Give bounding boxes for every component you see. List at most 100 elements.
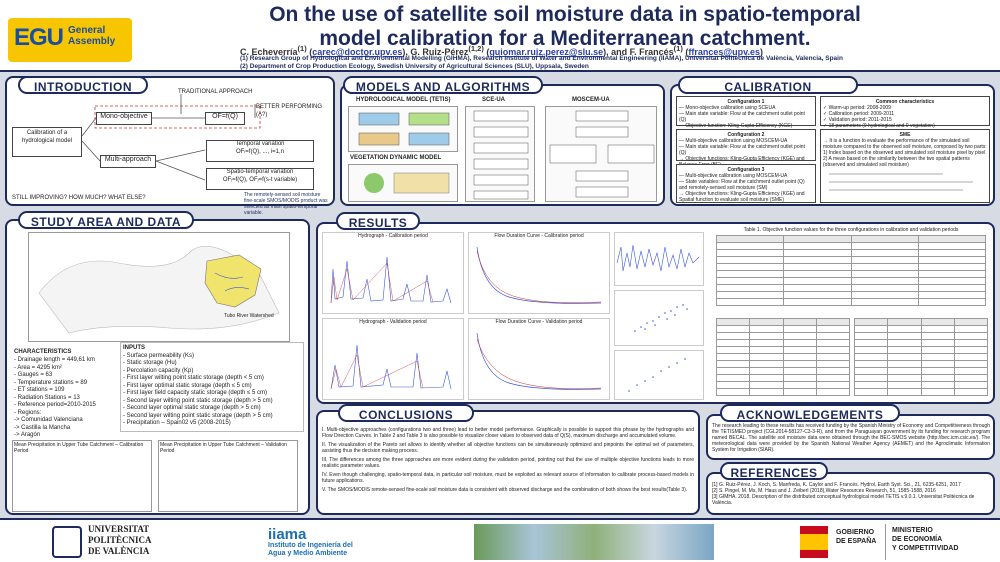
common-characteristics-title: Common characteristics bbox=[875, 99, 935, 105]
acknowledgements-heading: ACKNOWLEDGEMENTS bbox=[720, 404, 900, 422]
models-heading: MODELS AND ALGORITHMS bbox=[343, 76, 543, 94]
table-cell bbox=[783, 284, 852, 292]
table-cell bbox=[920, 360, 955, 368]
egu-logo-sub2: Assembly bbox=[68, 36, 116, 47]
table-cell bbox=[715, 367, 751, 375]
scatter-comparison-plot bbox=[614, 350, 704, 400]
author-1-email-link[interactable]: carec@doctor.upv.es bbox=[312, 47, 403, 57]
table-row bbox=[853, 388, 989, 396]
affiliation-1: (1) Research Group of Hydrological and E… bbox=[240, 55, 843, 62]
list-item: - Radiation Stations = 13 bbox=[14, 394, 80, 401]
hydrograph-calibration-plot: Hydrograph - Calibration period bbox=[322, 232, 464, 314]
table-cell bbox=[783, 270, 852, 278]
list-item: II. The visualization of the Pareto set … bbox=[322, 442, 694, 454]
table-cell bbox=[953, 381, 989, 389]
table-cell bbox=[917, 284, 987, 292]
table-cell bbox=[953, 346, 989, 354]
ministerio-line-2: DE ECONOMÍA bbox=[892, 536, 943, 543]
footer-divider bbox=[885, 524, 886, 560]
list-item: — Mono-objective calibration using SCEUA bbox=[679, 105, 776, 111]
hydrograph-calibration-title: Hydrograph - Calibration period bbox=[358, 233, 428, 239]
gimha-photo-banner bbox=[474, 524, 714, 560]
author-3-email-link[interactable]: ffrances@upv.es bbox=[688, 47, 760, 57]
table-cell bbox=[850, 235, 919, 243]
list-item: - ET stations = 109 bbox=[14, 387, 65, 393]
iiama-subtitle: Instituto de Ingeniería del Agua y Medio… bbox=[268, 542, 353, 558]
table-cell bbox=[749, 367, 784, 375]
table-cell bbox=[783, 263, 852, 271]
precip-map-calibration: Mean Precipitation in Upper Tube Catchme… bbox=[12, 440, 152, 512]
table-cell bbox=[887, 367, 922, 375]
flow-duration-calibration-title: Flow Duration Curve - Calibration period bbox=[494, 233, 584, 239]
list-item: 2) A mean based on the similarity betwee… bbox=[823, 156, 970, 168]
table-cell bbox=[887, 339, 922, 347]
table-cell bbox=[917, 235, 987, 243]
table-cell bbox=[815, 374, 851, 382]
list-item: - Reference period=2010-2015 bbox=[14, 402, 96, 408]
intro-arrows bbox=[81, 94, 261, 181]
table-cell bbox=[782, 367, 817, 375]
list-item: — Main state variable: Flow at the catch… bbox=[679, 144, 805, 156]
table-cell bbox=[850, 270, 919, 278]
table-cell bbox=[920, 367, 955, 375]
list-item: - Temperature stations = 89 bbox=[14, 379, 88, 386]
table-cell bbox=[815, 318, 851, 326]
table-cell bbox=[917, 298, 987, 306]
results-table-2 bbox=[715, 318, 851, 396]
list-item: — Multi-objective calibration using MOSC… bbox=[679, 138, 788, 144]
list-item: [2] S. Pingel, M. Ms, M. Haus and J. Zei… bbox=[712, 488, 936, 494]
ministerio-text: MINISTERIO DE ECONOMÍA Y COMPETITIVIDAD bbox=[892, 526, 958, 553]
upv-line-2: POLITÈCNICA bbox=[88, 535, 152, 545]
table-cell bbox=[887, 360, 922, 368]
table-cell bbox=[920, 339, 955, 347]
table-row bbox=[715, 235, 987, 243]
table-cell bbox=[887, 381, 922, 389]
table-cell bbox=[815, 388, 851, 396]
results-table-3 bbox=[853, 318, 989, 396]
temporal-variation-box: Temporal variation OFᵢ=f(Q), ..., i=1,n bbox=[206, 140, 314, 162]
table-cell bbox=[850, 256, 919, 264]
poster-title: On the use of satellite soil moisture da… bbox=[140, 3, 990, 51]
list-item: ✓ 18 parameters (9 hydrological and 9 ve… bbox=[823, 123, 935, 129]
list-item: I. Multi-objective approaches (configura… bbox=[322, 427, 694, 439]
table-cell bbox=[850, 249, 919, 257]
poster-header: EGU General Assembly On the use of satell… bbox=[0, 0, 1000, 72]
configuration-1-box: Configuration 1 — Mono-objective calibra… bbox=[676, 96, 816, 129]
moscem-ua-flowchart bbox=[545, 106, 657, 202]
egu-logo-text: EGU bbox=[14, 24, 64, 51]
table-row bbox=[853, 318, 989, 326]
table-cell bbox=[715, 249, 785, 257]
table-row bbox=[853, 360, 989, 368]
temporal-variation-formula: OFᵢ=f(Q), ..., i=1,n bbox=[236, 148, 284, 155]
tetis-label: HYDROLOGICAL MODEL (TETIS) bbox=[356, 97, 451, 103]
table-cell bbox=[782, 339, 817, 347]
author-2: G. Ruiz-Pérez bbox=[410, 47, 469, 57]
table-row bbox=[853, 339, 989, 347]
common-characteristics-box: Common characteristics ✓ Warm-up period:… bbox=[820, 96, 990, 129]
list-item: - Second layer optimal static storage (d… bbox=[123, 405, 261, 411]
list-item: - First layer wilting point static stora… bbox=[123, 375, 264, 381]
characteristics-list: - Drainage length = 449,61 km - Area = 42… bbox=[14, 357, 124, 440]
affiliations: (1) Research Group of Hydrological and E… bbox=[240, 55, 1000, 71]
table-row bbox=[715, 291, 987, 299]
table-row bbox=[715, 346, 851, 354]
calibration-box: Calibration of a hydrological model bbox=[12, 127, 82, 157]
list-item: - First layer field capacity static stor… bbox=[123, 390, 268, 396]
map-legend-watershed: Tubo River Watershed bbox=[224, 313, 274, 319]
table-cell bbox=[782, 332, 817, 340]
table-row bbox=[853, 346, 989, 354]
author-2-email-link[interactable]: guiomar.ruiz.perez@slu.se bbox=[489, 47, 604, 57]
list-item: ✓ Warm-up period: 2008-2009 bbox=[823, 105, 891, 111]
table-cell bbox=[853, 339, 889, 347]
table-cell bbox=[715, 381, 751, 389]
list-item: -> Aragón bbox=[14, 432, 41, 438]
table-row bbox=[715, 381, 851, 389]
configuration-3-box: Configuration 3 — Multi-objective calibr… bbox=[676, 164, 816, 203]
intro-note: The remotely-sensed soil moisture fine-s… bbox=[244, 192, 328, 216]
table-cell bbox=[715, 270, 785, 278]
conclusions-panel bbox=[316, 410, 700, 515]
table-cell bbox=[715, 298, 785, 306]
table-row bbox=[853, 381, 989, 389]
table-cell bbox=[715, 291, 785, 299]
